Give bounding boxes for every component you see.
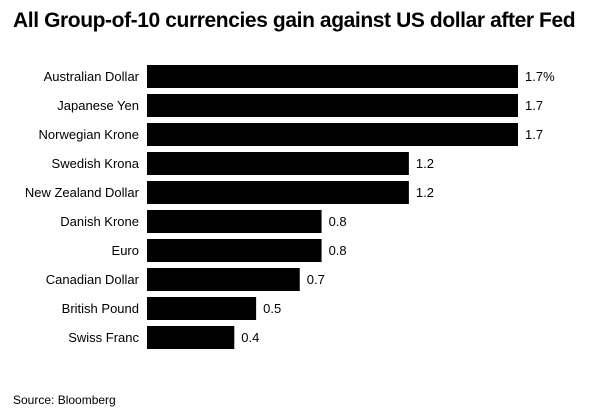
value-label-swedish-krona: 1.2 [416, 156, 434, 171]
bar-chart: Australian Dollar 1.7% Japanese Yen 1.7 Norw… [25, 65, 555, 349]
category-label-australian-dollar: Australian Dollar [44, 69, 140, 84]
value-label-british-pound: 0.5 [263, 301, 281, 316]
category-label-japanese-yen: Japanese Yen [57, 98, 139, 113]
category-label-swiss-franc: Swiss Franc [68, 330, 139, 345]
value-label-euro: 0.8 [329, 243, 347, 258]
bar-swedish-krona [147, 152, 409, 175]
bar-new-zealand-dollar [147, 181, 409, 204]
category-label-euro: Euro [112, 243, 139, 258]
value-label-australian-dollar: 1.7% [525, 69, 555, 84]
value-label-norwegian-krone: 1.7 [525, 127, 543, 142]
chart-title: All Group-of-10 currencies gain against … [13, 9, 576, 32]
category-label-swedish-krona: Swedish Krona [52, 156, 140, 171]
category-label-danish-krone: Danish Krone [60, 214, 139, 229]
bar-canadian-dollar [147, 268, 300, 291]
bar-norwegian-krone [147, 123, 518, 146]
bar-british-pound [147, 297, 257, 320]
value-label-new-zealand-dollar: 1.2 [416, 185, 434, 200]
value-label-japanese-yen: 1.7 [525, 98, 543, 113]
value-label-canadian-dollar: 0.7 [307, 272, 325, 287]
category-label-british-pound: British Pound [62, 301, 139, 316]
bar-swiss-franc [147, 326, 235, 349]
value-label-danish-krone: 0.8 [329, 214, 347, 229]
bar-japanese-yen [147, 94, 518, 117]
category-label-canadian-dollar: Canadian Dollar [46, 272, 140, 287]
category-label-new-zealand-dollar: New Zealand Dollar [25, 185, 140, 200]
value-label-swiss-franc: 0.4 [241, 330, 259, 345]
bar-euro [147, 239, 322, 262]
bar-australian-dollar [147, 65, 518, 88]
category-label-norwegian-krone: Norwegian Krone [39, 127, 139, 142]
source-note: Source: Bloomberg [13, 393, 116, 407]
bar-danish-krone [147, 210, 322, 233]
